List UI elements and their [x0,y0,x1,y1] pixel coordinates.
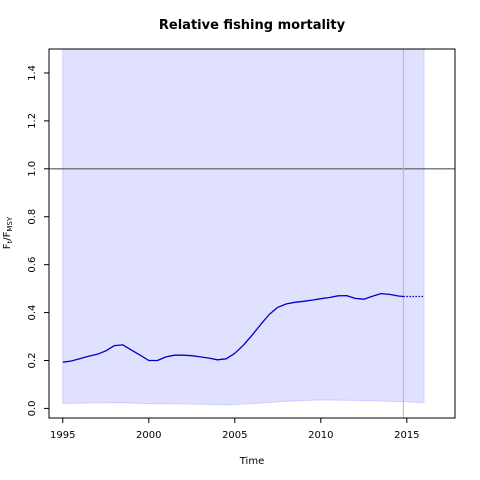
reference-layer [49,49,455,418]
x-tick-label: 2005 [222,430,247,441]
x-axis-label: Time [239,456,264,467]
y-tick-label: 1.0 [27,161,38,177]
y-tick-label: 1.2 [27,113,38,129]
x-tick-label: 2010 [308,430,333,441]
confidence-band-layer [62,48,425,406]
y-axis: 0.0 0.2 0.4 0.6 0.8 1.0 1.2 1.4 [27,65,49,416]
y-axis-label-sub-t: t [6,240,14,243]
x-tick-label: 2000 [136,430,161,441]
series-layer [62,292,424,363]
y-tick-label: 0.0 [27,400,38,416]
estimate-line [62,292,404,363]
y-axis-label: Ft/FMSY [2,216,14,249]
y-tick-label: 0.2 [27,353,38,369]
y-axis-label-sep: /F [2,231,13,240]
y-axis-label-sub-msy: MSY [6,216,14,231]
y-tick-label: 0.6 [27,257,38,273]
confidence-band [62,48,425,406]
x-axis: 1995 2000 2005 2010 2015 [50,418,420,441]
plot-frame [48,48,456,419]
chart-title: Relative fishing mortality [159,18,346,33]
y-tick-label: 0.8 [27,209,38,225]
x-tick-label: 1995 [50,430,75,441]
y-axis-label-main: F [2,243,13,249]
y-tick-label: 0.4 [27,305,38,321]
x-tick-label: 2015 [394,430,419,441]
plot-area [49,48,455,418]
y-tick-label: 1.4 [27,65,38,81]
